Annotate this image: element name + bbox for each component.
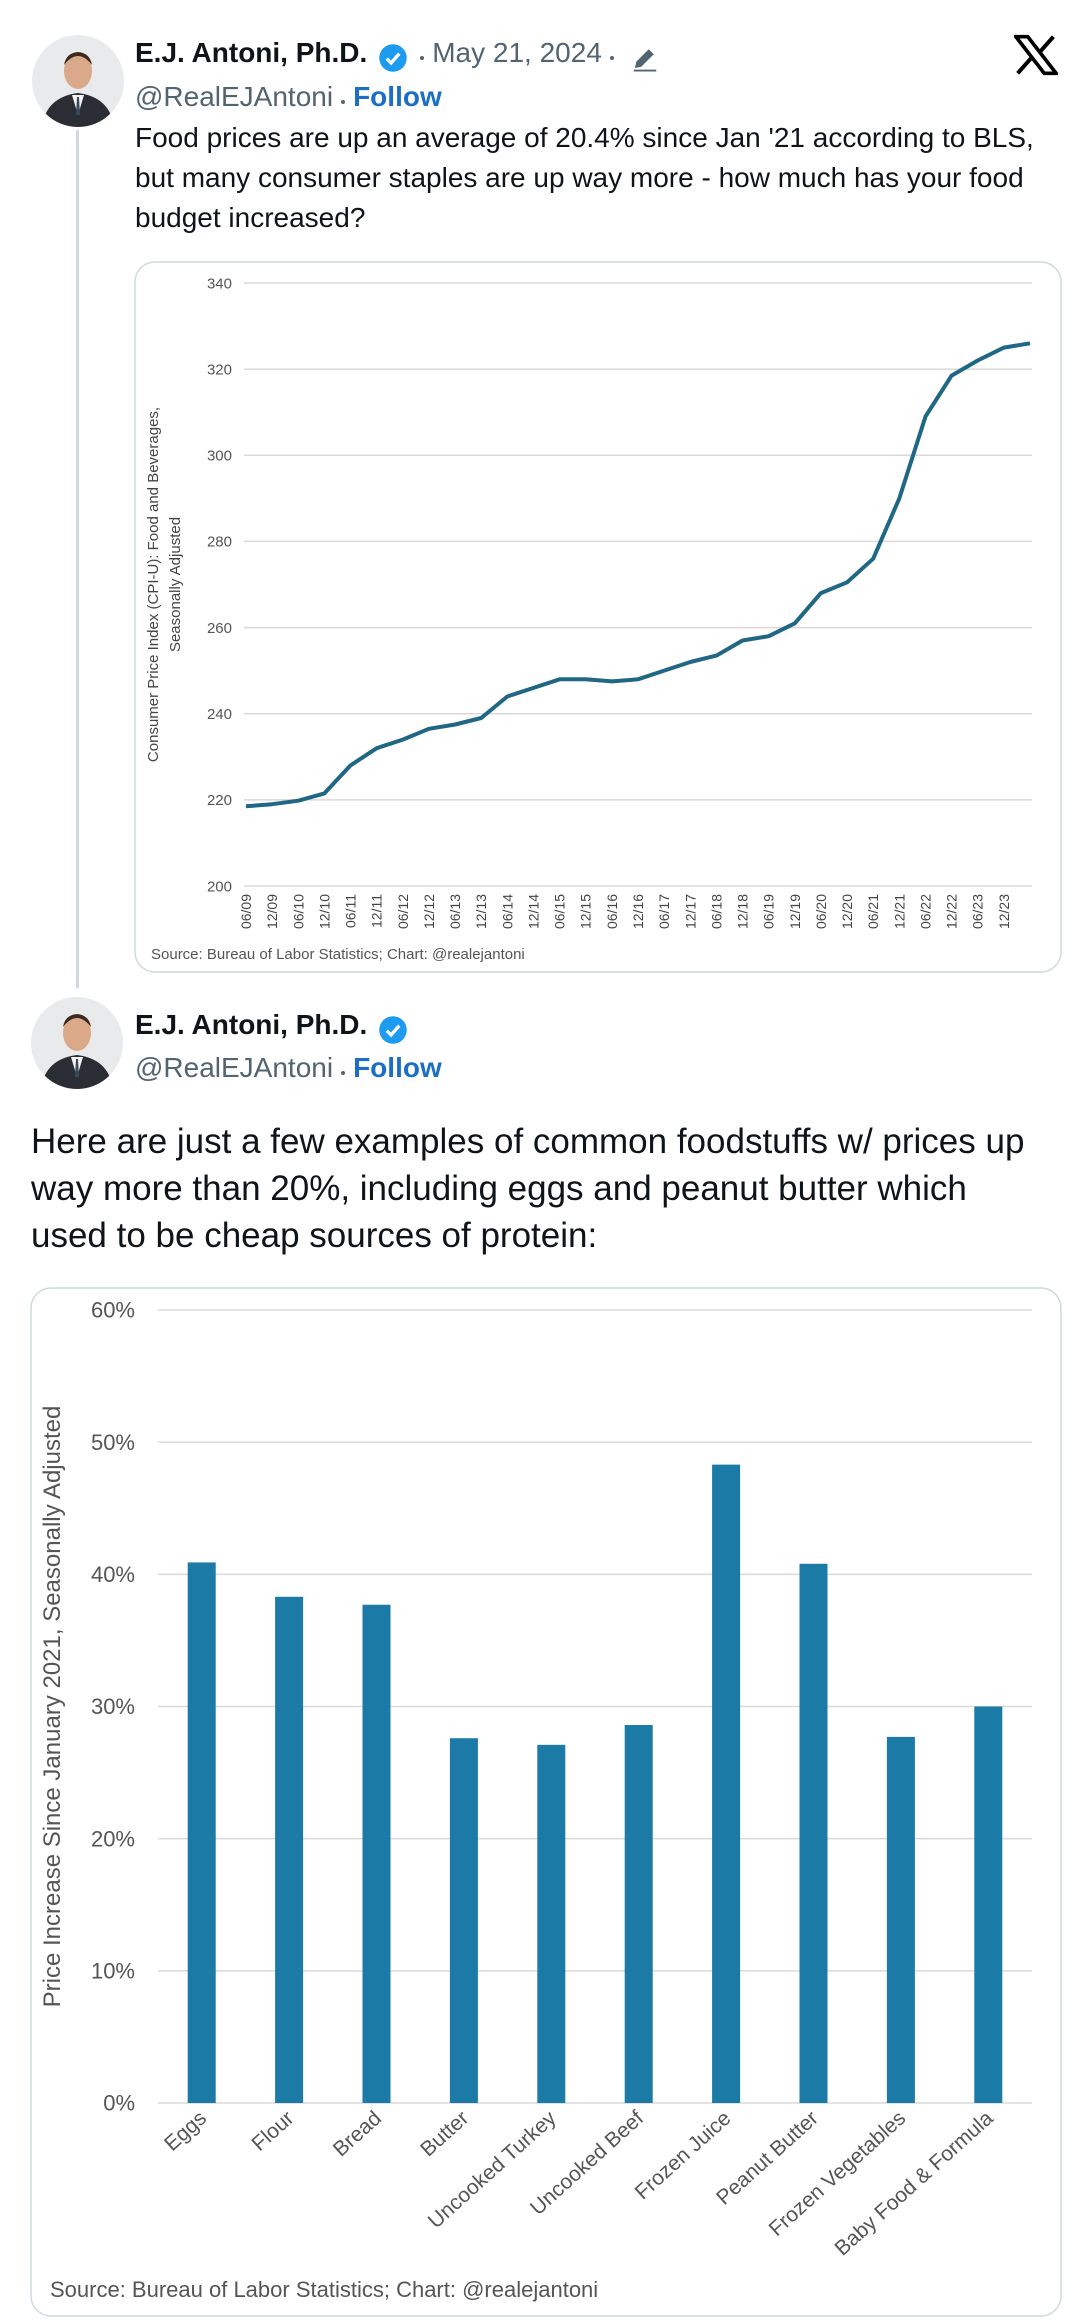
x-tick-label: 12/18 — [735, 894, 751, 929]
separator — [341, 99, 346, 104]
x-tick-label: 06/23 — [970, 894, 986, 929]
x-tick-label: 12/13 — [473, 894, 489, 929]
x-tick-label: 06/12 — [395, 894, 411, 929]
chart-card[interactable] — [30, 1287, 1062, 2317]
bar — [449, 1738, 478, 2103]
tweet-header: E.J. Antoni, Ph.D. — [135, 1008, 408, 1047]
x-tick-label: 06/17 — [656, 894, 672, 929]
chart-card[interactable] — [134, 261, 1062, 973]
y-tick-label: 0% — [103, 2091, 135, 2116]
y-axis-label: Seasonally Adjusted — [167, 517, 184, 652]
thread-line — [76, 130, 79, 988]
separator — [609, 55, 614, 60]
x-tick-label: 06/09 — [238, 894, 254, 929]
bar — [886, 1736, 915, 2103]
x-tick-label: 12/21 — [891, 894, 907, 929]
x-tick-label: 06/14 — [499, 894, 515, 929]
verified-badge — [379, 44, 407, 72]
x-tick-label: 12/20 — [839, 894, 855, 929]
x-tick-label: 12/14 — [525, 894, 541, 929]
separator — [341, 1070, 346, 1075]
y-tick-label: 60% — [91, 1298, 135, 1323]
x-tick-label: 12/12 — [421, 894, 437, 929]
y-tick-label: 320 — [207, 361, 232, 378]
bar — [712, 1464, 741, 2103]
x-tick-label: 06/20 — [813, 894, 829, 929]
y-tick-label: 30% — [91, 1694, 135, 1719]
handle[interactable]: @RealEJAntoni — [135, 81, 334, 112]
x-tick-label: Eggs — [160, 2107, 211, 2156]
x-tick-label: 12/17 — [682, 894, 698, 929]
bar — [187, 1562, 216, 2103]
bar — [362, 1604, 391, 2103]
x-tick-label: Butter — [416, 2107, 473, 2162]
x-tick-label: 06/21 — [865, 894, 881, 929]
x-tick-label: 12/19 — [787, 894, 803, 929]
y-tick-label: 240 — [207, 706, 232, 723]
y-tick-label: 50% — [91, 1430, 135, 1455]
tweet-text: Here are just a few examples of common f… — [31, 1122, 1025, 1255]
handle[interactable]: @RealEJAntoni — [135, 1052, 334, 1083]
y-tick-label: 20% — [91, 1826, 135, 1851]
x-tick-label: Bread — [329, 2107, 386, 2162]
tweet-header: E.J. Antoni, Ph.D. May 21, 2024 — [135, 36, 660, 75]
edit-icon — [634, 49, 657, 72]
bar — [624, 1725, 653, 2103]
bar — [799, 1563, 828, 2103]
x-tick-label: 12/23 — [996, 894, 1012, 929]
data-line — [245, 341, 1031, 809]
avatar[interactable] — [31, 997, 123, 1089]
tweet-date[interactable]: May 21, 2024 — [432, 37, 602, 68]
x-tick-label: 12/16 — [630, 894, 646, 929]
x-tick-label: 06/18 — [708, 894, 724, 929]
chart-source: Source: Bureau of Labor Statistics; Char… — [50, 2277, 598, 2302]
x-tick-label: 12/11 — [369, 894, 385, 928]
y-axis-label: Consumer Price Index (CPI-U): Food and B… — [145, 407, 162, 762]
y-tick-label: 200 — [207, 878, 232, 895]
y-tick-label: 300 — [207, 448, 232, 465]
x-tick-label: 12/15 — [578, 894, 594, 929]
x-tick-label: 12/10 — [316, 894, 332, 929]
chart-source: Source: Bureau of Labor Statistics; Char… — [151, 946, 525, 963]
x-tick-label: 12/09 — [264, 894, 280, 929]
y-axis-label: Price Increase Since January 2021, Seaso… — [39, 1406, 66, 2008]
bar — [275, 1596, 304, 2103]
x-tick-label: 06/15 — [552, 894, 568, 929]
avatar[interactable] — [32, 35, 124, 127]
y-tick-label: 10% — [91, 1959, 135, 1984]
y-tick-label: 260 — [207, 620, 232, 637]
x-tick-label: 06/13 — [447, 894, 463, 929]
x-tick-label: 06/16 — [604, 894, 620, 929]
bar — [974, 1706, 1003, 2103]
x-tick-label: 06/22 — [917, 894, 933, 929]
x-tick-label: Flour — [247, 2107, 298, 2156]
separator — [420, 55, 425, 60]
author-name[interactable]: E.J. Antoni, Ph.D. — [135, 1009, 368, 1040]
verified-badge — [379, 1016, 407, 1044]
follow-button[interactable]: Follow — [353, 81, 442, 112]
y-tick-label: 280 — [207, 534, 232, 551]
bar — [537, 1744, 566, 2103]
tweet-subheader: @RealEJAntoni Follow — [135, 1051, 442, 1090]
x-tick-label: 12/22 — [944, 894, 960, 929]
x-tick-label: Baby Food & Formula — [830, 2106, 997, 2260]
tweet-subheader: @RealEJAntoni Follow — [135, 80, 442, 119]
follow-button[interactable]: Follow — [353, 1052, 442, 1083]
author-name[interactable]: E.J. Antoni, Ph.D. — [135, 37, 368, 68]
x-tick-label: 06/19 — [761, 894, 777, 929]
tweet-text: Food prices are up an average of 20.4% s… — [135, 122, 1034, 233]
y-tick-label: 40% — [91, 1562, 135, 1587]
x-tick-label: 06/10 — [290, 894, 306, 929]
y-tick-label: 220 — [207, 792, 232, 809]
y-tick-label: 340 — [207, 275, 232, 292]
x-tick-label: 06/11 — [343, 894, 359, 928]
x-logo[interactable] — [1014, 34, 1058, 76]
